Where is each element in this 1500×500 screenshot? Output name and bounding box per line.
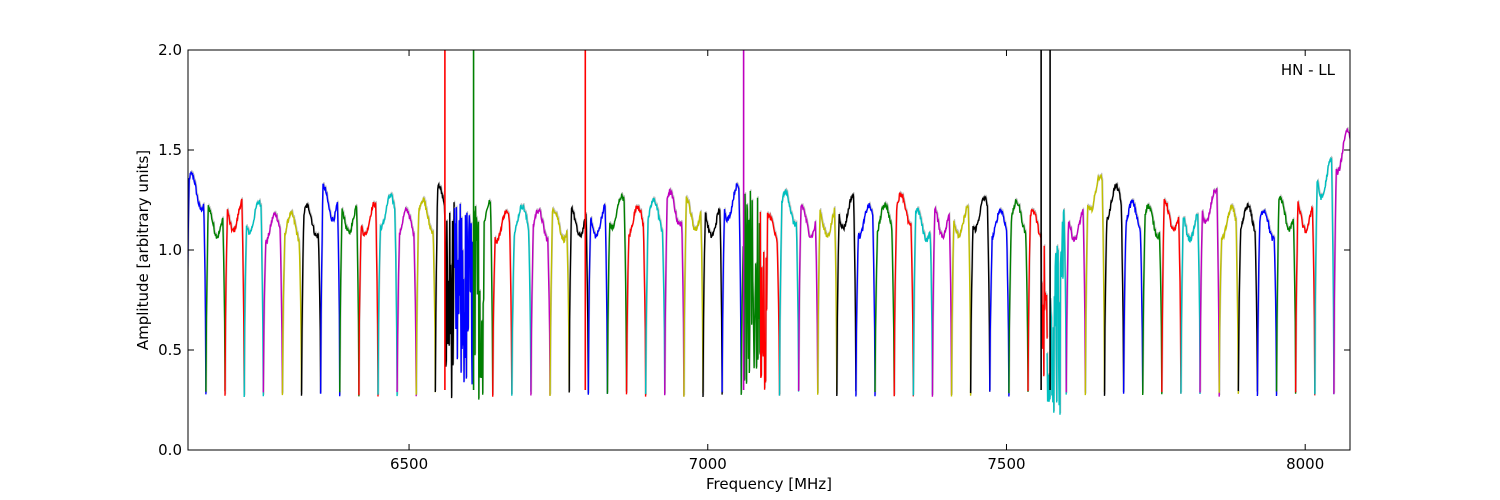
channel-9-line xyxy=(339,205,360,397)
channel-4-line xyxy=(243,199,264,398)
channel-37-line xyxy=(874,202,895,396)
channel-6-line xyxy=(281,209,303,396)
channel-10-line xyxy=(358,201,379,397)
channel-44-line xyxy=(1008,199,1029,394)
channel-35-line xyxy=(836,193,857,397)
channel-16-line xyxy=(472,199,494,400)
channel-7-line xyxy=(300,202,322,396)
channel-17-line xyxy=(492,209,513,397)
reference-channel-line xyxy=(855,201,877,396)
channel-28-line xyxy=(702,208,723,398)
channel-57-line xyxy=(1256,209,1278,397)
channel-23-line xyxy=(606,193,628,394)
channel-22-line xyxy=(587,203,609,395)
channel-31-line xyxy=(759,211,781,396)
series-layer xyxy=(188,50,1373,415)
y-tick-label: 0.0 xyxy=(158,441,182,459)
y-axis-label: Amplitude [arbitrary units] xyxy=(134,150,152,350)
channel-60-line xyxy=(1314,156,1335,395)
channel-62-line xyxy=(1353,116,1372,394)
plot-area xyxy=(188,50,1350,450)
channel-5-line xyxy=(262,212,284,394)
y-tick-label: 1.5 xyxy=(158,141,182,159)
channel-27-line xyxy=(683,196,704,397)
y-tick-label: 0.5 xyxy=(158,341,182,359)
y-axis-ticks: 0.0 0.5 1.0 1.5 2.0 xyxy=(158,41,1350,459)
channel-20-line xyxy=(549,206,570,397)
channel-55-line xyxy=(1218,204,1240,394)
channel-49-line xyxy=(1103,183,1125,396)
channel-1-line xyxy=(188,171,207,395)
channel-38-line xyxy=(893,191,914,397)
channel-8-line xyxy=(319,183,341,397)
x-tick-label: 8000 xyxy=(1286,455,1324,473)
reference-channel-line xyxy=(1354,115,1373,393)
channel-12-line xyxy=(396,206,417,397)
channel-50-line xyxy=(1122,199,1144,394)
x-axis-ticks: 6500 7000 7500 8000 xyxy=(390,50,1324,473)
channel-33-line xyxy=(797,203,819,393)
channel-30-line xyxy=(740,190,761,395)
channel-42-line xyxy=(969,195,991,394)
channel-15-line xyxy=(453,203,475,385)
x-tick-label: 7500 xyxy=(987,455,1025,473)
channel-52-line xyxy=(1161,198,1182,394)
channel-51-line xyxy=(1141,203,1163,396)
channel-41-line xyxy=(950,204,972,397)
channel-2-line xyxy=(205,205,226,392)
channel-39-line xyxy=(912,207,934,396)
channel-26-line xyxy=(664,188,685,397)
channel-59-line xyxy=(1294,201,1316,396)
channel-19-line xyxy=(530,208,551,396)
channel-58-line xyxy=(1275,195,1297,394)
channel-11-line xyxy=(377,192,398,397)
channel-29-line xyxy=(721,183,742,395)
channel-53-line xyxy=(1180,213,1201,395)
channel-25-line xyxy=(644,197,666,395)
channel-18-line xyxy=(511,204,532,396)
channel-45-line xyxy=(1027,208,1048,392)
channel-24-line xyxy=(625,205,647,397)
channel-32-line xyxy=(778,189,800,396)
channel-3-line xyxy=(224,198,245,396)
legend-annotation: HN - LL xyxy=(1281,61,1336,79)
y-tick-label: 1.0 xyxy=(158,241,182,259)
channel-54-line xyxy=(1199,188,1220,397)
channel-40-line xyxy=(931,205,953,397)
channel-34-line xyxy=(817,207,838,395)
channel-43-line xyxy=(989,208,1010,397)
x-tick-label: 6500 xyxy=(390,455,428,473)
channel-48-line xyxy=(1084,174,1106,396)
channel-36-line xyxy=(855,203,876,397)
channel-13-line xyxy=(415,197,436,395)
x-tick-label: 7000 xyxy=(689,455,727,473)
channel-56-line xyxy=(1237,202,1259,392)
x-axis-label: Frequency [MHz] xyxy=(706,475,832,493)
channel-47-line xyxy=(1065,209,1087,393)
y-tick-label: 2.0 xyxy=(158,41,182,59)
